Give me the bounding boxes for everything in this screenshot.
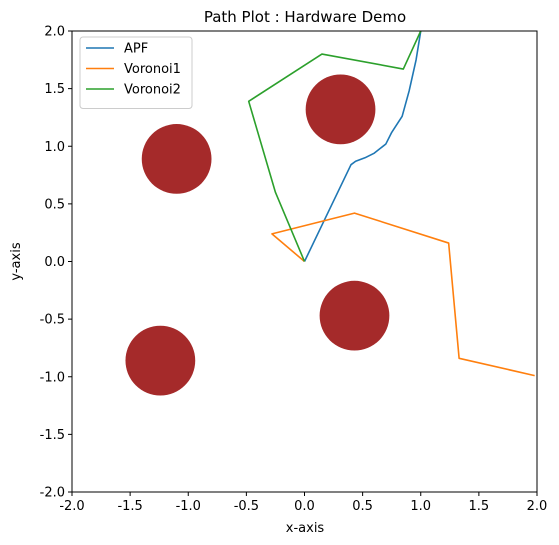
x-tick-label: -2.0 [59,499,84,514]
y-tick-label: 1.5 [44,82,65,97]
x-tick-label: 2.0 [527,499,548,514]
x-axis-label: x-axis [286,521,325,536]
legend-label-voronoi1: Voronoi1 [124,62,181,77]
legend: APF Voronoi1 Voronoi2 [79,36,193,109]
x-tick-label: 0.5 [352,499,373,514]
x-tick-label: 0.0 [294,499,315,514]
x-tick-label: 1.0 [410,499,431,514]
y-tick-label: 1.0 [44,140,65,155]
chart-title: Path Plot : Hardware Demo [204,8,406,26]
x-axis-ticks: -2.0 -1.5 -1.0 -0.5 0.0 0.5 1.0 1.5 2.0 [59,492,547,514]
y-tick-label: 0.0 [44,255,65,270]
obstacle-circle-2 [141,124,212,194]
y-tick-label: -0.5 [40,313,65,328]
y-tick-label: -1.5 [40,428,65,443]
legend-label-apf: APF [124,42,148,57]
x-tick-label: 1.5 [469,499,490,514]
x-tick-label: -1.5 [117,499,142,514]
y-tick-label: -2.0 [40,486,65,501]
legend-box [79,36,193,109]
obstacle-circle-3 [319,280,390,351]
y-tick-label: 2.0 [44,25,65,40]
x-tick-label: -1.0 [176,499,201,514]
series-line-voronoi2 [247,30,422,262]
x-tick-label: -0.5 [234,499,259,514]
y-axis-ticks: -2.0 -1.5 -1.0 -0.5 0.0 0.5 1.0 1.5 2.0 [40,25,72,501]
series-line-voronoi1 [271,212,535,377]
series-layer [247,30,535,377]
series-line-apf [303,30,422,262]
y-axis-label: y-axis [9,242,24,280]
y-tick-label: -1.0 [40,370,65,385]
legend-label-voronoi2: Voronoi2 [124,83,181,98]
y-tick-label: 0.5 [44,197,65,212]
obstacle-layer [125,74,390,396]
obstacle-circle-4 [125,325,196,396]
obstacle-circle-1 [305,74,376,145]
